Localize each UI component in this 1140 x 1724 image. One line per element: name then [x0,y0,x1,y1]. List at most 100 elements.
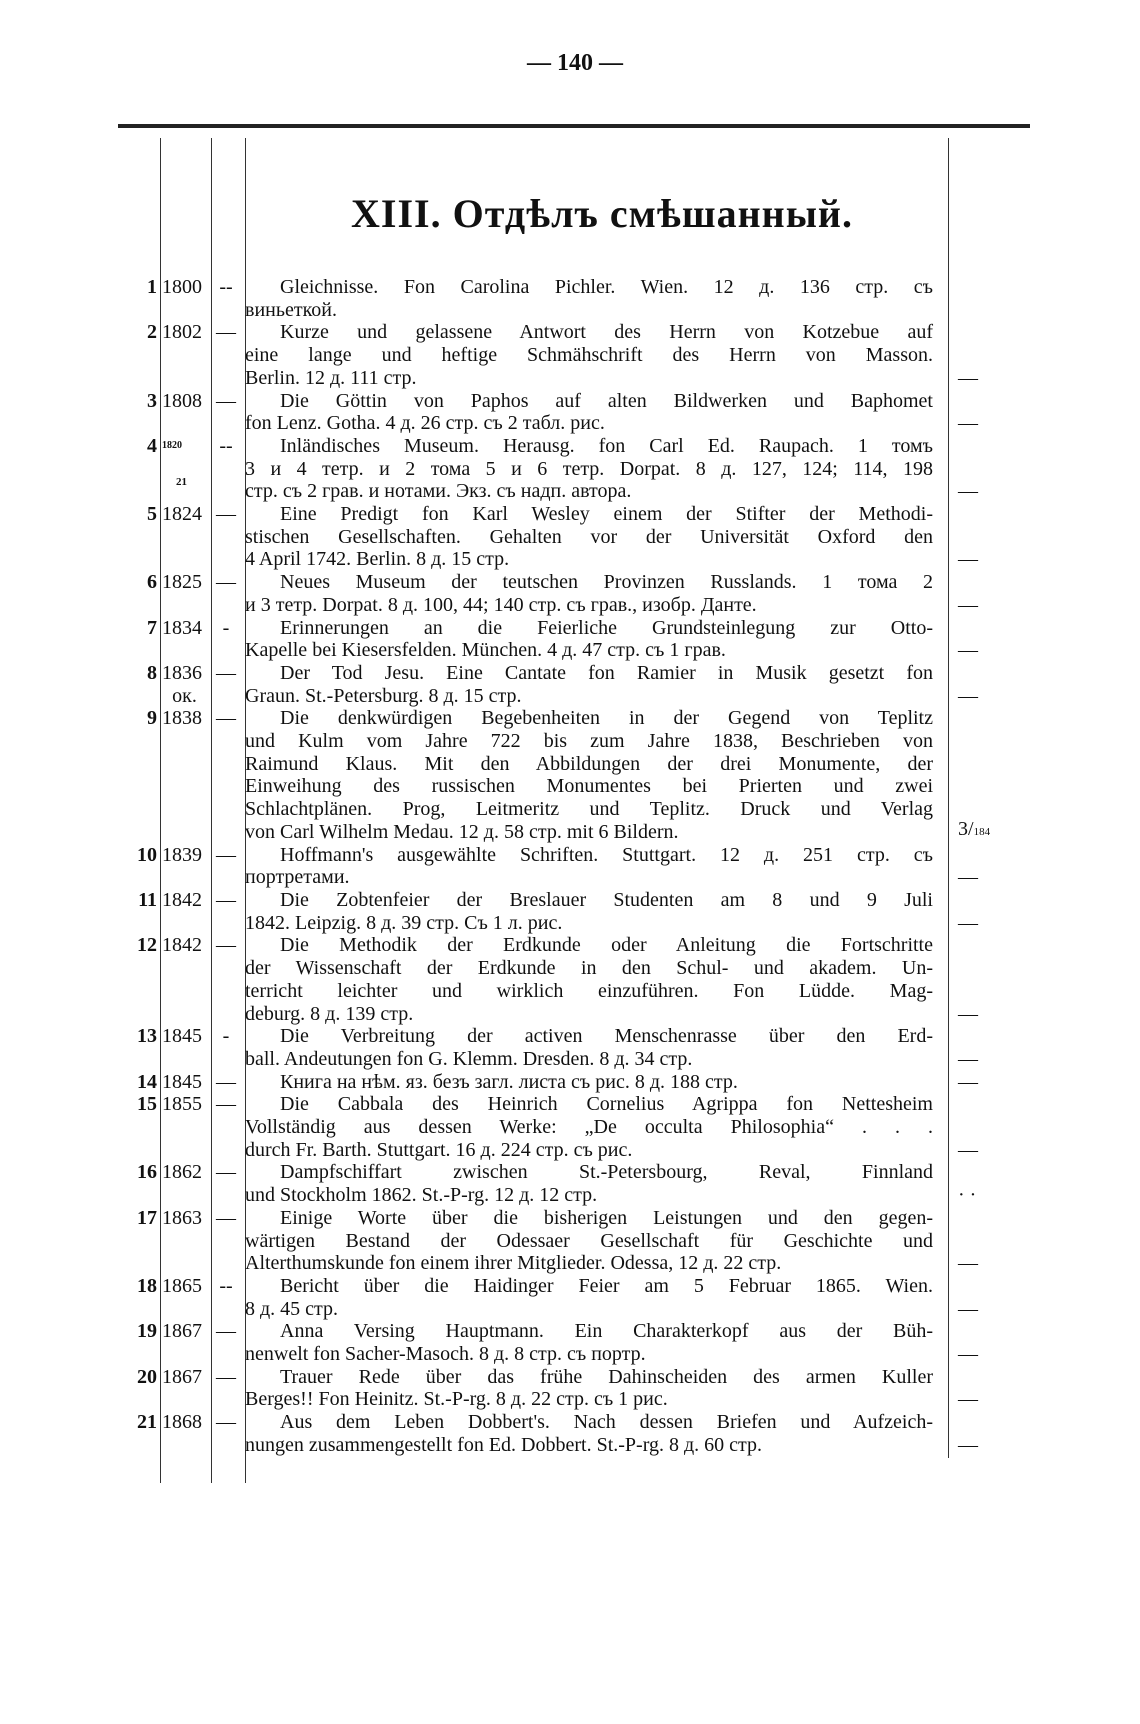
margin-cell: — [933,844,1013,889]
entry-text-line: Die denkwürdigen Begebenheiten in der Ge… [280,707,933,730]
entry-number: 5 [147,503,157,526]
dash-cell: — [216,661,236,684]
year: 1824 [162,503,202,526]
entry-text-line: Berges!! Fon Heinitz. St.-P-rg. 8 д. 22 … [245,1388,668,1411]
entry-number: 19 [137,1320,157,1343]
entry-text-line: Der Tod Jesu. Eine Cantate fon Ramier in… [280,661,933,684]
margin-cell: — [933,1025,1013,1070]
year-cell: 1825 [157,571,207,616]
margin-note: — [958,1002,978,1025]
margin-cell: — [933,321,1013,389]
dash-cell: -- [219,434,233,457]
entry-number: 18 [137,1274,157,1297]
entry-text-line: nenwelt fon Sacher-Masoch. 8 д. 8 стр. с… [245,1343,646,1366]
margin-note-small: 184 [973,825,991,838]
entry-number: 14 [137,1070,157,1093]
margin-cell: — [933,1275,1013,1320]
year-cell: 1867 [157,1366,207,1411]
margin-cell: — [933,503,1013,571]
entry-text-line: Trauer Rede über das frühe Dahinscheiden… [280,1365,933,1388]
margin-note: — [958,911,978,934]
margin-note: — [958,412,978,435]
entry-text-line: terricht leichter und wirklich einzuführ… [245,979,933,1002]
margin-cell: — [933,1093,1013,1161]
entry-text: Einige Worte über die bisherigen Leistun… [245,1207,933,1275]
dash-cell: — [216,321,236,344]
dash-cell: — [216,843,236,866]
year-cell: 1800 [157,276,207,321]
list-item: 1 1800 -- Gleichnisse. Fon Carolina Pichler… [0,276,1140,321]
year-cell: 1808 [157,390,207,435]
entry-text: Die denkwürdigen Begebenheiten in der Ge… [245,707,933,843]
entry-text-line: Hoffmann's ausgewählte Schriften. Stuttg… [280,843,933,866]
dash-cell: — [216,571,236,594]
margin-note: · · [958,1184,977,1207]
entry-text-line: nungen zusammengestellt fon Ed. Dobbert.… [245,1433,763,1456]
year: 1825 [162,571,202,594]
dash-cell: — [216,1093,236,1116]
entry-text: Inländisches Museum. Herausg. fon Carl E… [245,435,933,503]
year-cell: 1867 [157,1320,207,1365]
year: 1855 [162,1093,202,1116]
entry-text-line: deburg. 8 д. 139 стр. [245,1002,414,1025]
list-item: 2 1802 — Kurze und gelassene Antwort des He… [0,321,1140,389]
margin-note: — [958,1297,978,1320]
entry-text-line: 8 д. 45 стр. [245,1297,339,1320]
year: 1863 [162,1206,202,1229]
margin-note: — [958,548,978,571]
entry-text-line: Aus dem Leben Dobbert's. Nach dessen Bri… [280,1411,933,1434]
year: 1845 [162,1070,202,1093]
entry-text-line: Berlin. 12 д. 111 стр. [245,366,417,389]
entry-text-line: Kapelle bei Kiesersfelden. München. 4 д.… [245,639,726,662]
entry-text-line: Die Verbreitung der activen Menschenrass… [280,1025,933,1048]
margin-cell: — [933,1366,1013,1411]
dash-cell: — [216,1411,236,1434]
margin-cell: — [933,889,1013,934]
entry-number: 16 [137,1161,157,1184]
list-item: 7 1834- Erinnerungen an die Feierliche Gru… [0,617,1140,662]
column-divider-dash [245,138,246,1483]
margin-cell: — [933,571,1013,616]
dash-cell: — [216,389,236,412]
list-item: 9 1838 — Die denkwürdigen Begebenheiten in … [0,707,1140,843]
list-item: 3 1808 — Die Göttin von Paphos auf alten Bi… [0,390,1140,435]
margin-cell: — [933,1207,1013,1275]
dash-cell: - [222,616,230,639]
list-item: 4 1820 21 -- Inländisches Museum. Herausg. f… [0,435,1140,503]
year: 1867 [162,1365,202,1388]
margin-cell: — [933,1071,1013,1094]
entry-text: Die Zobtenfeier der Breslauer Studenten … [245,889,933,934]
list-item: 18 1865 -- Bericht über die Haidinger Feier… [0,1275,1140,1320]
margin-cell [933,276,1013,321]
entry-number: 12 [137,934,157,957]
margin-cell: — [933,617,1013,662]
entry-text: Anna Versing Hauptmann. Ein Charakterkop… [245,1320,933,1365]
entry-text-line: von Carl Wilhelm Medau. 12 д. 58 стр. mi… [245,820,679,843]
entry-text: Die Göttin von Paphos auf alten Bildwerk… [245,390,933,435]
entry-text: Bericht über die Haidinger Feier am 5 Fe… [245,1275,933,1320]
list-item: 6 1825 — Neues Museum der teutschen Provinz… [0,571,1140,616]
margin-cell: — [933,390,1013,435]
year: 1865 [162,1274,202,1297]
year: 1842 [162,888,202,911]
entry-number: 13 [137,1025,157,1048]
entry-text-line: Vollständig aus dessen Werke: „De occult… [245,1116,933,1139]
list-item: 17 1863 — Einige Worte über die bisherigen … [0,1207,1140,1275]
margin-note: — [958,1388,978,1411]
entry-number: 15 [137,1093,157,1116]
column-divider-text [948,138,949,1458]
year-cell: 1845 [157,1071,207,1094]
entry-text-line: ball. Andeutungen fon G. Klemm. Dresden.… [245,1047,693,1070]
entry-text: Die Cabbala des Heinrich Cornelius Agrip… [245,1093,933,1161]
margin-note: — [958,480,978,503]
year: 1838 [162,707,202,730]
entry-text-line: stischen Gesellschaften. Gehalten vor de… [245,525,933,548]
margin-cell: — [933,662,1013,707]
entry-text-line: Книга на нѣм. яз. безъ загл. листа съ ри… [280,1070,738,1093]
margin-note: — [958,684,978,707]
year: 1845 [162,1025,202,1048]
entry-text-line: durch Fr. Barth. Stuttgart. 16 д. 224 ст… [245,1138,633,1161]
list-item: 14 1845 — Книга на нѣм. яз. безъ загл. лист… [0,1071,1140,1094]
margin-cell: · · [933,1161,1013,1206]
margin-cell: — [933,1411,1013,1456]
